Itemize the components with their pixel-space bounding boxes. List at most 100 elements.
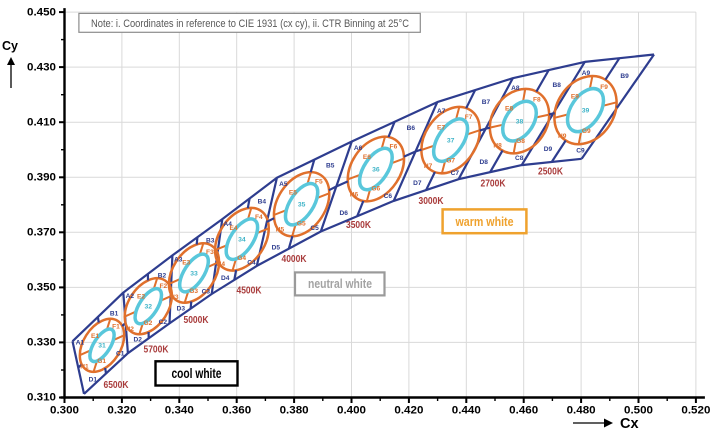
- svg-text:0.360: 0.360: [222, 404, 251, 416]
- svg-text:B9: B9: [620, 73, 629, 80]
- svg-text:4500K: 4500K: [237, 286, 263, 297]
- svg-text:A8: A8: [511, 85, 520, 92]
- svg-text:0.480: 0.480: [567, 404, 596, 416]
- svg-text:A5: A5: [279, 181, 288, 188]
- svg-text:E4: E4: [229, 225, 237, 232]
- svg-text:warm white: warm white: [455, 214, 514, 229]
- svg-text:E9: E9: [571, 94, 579, 101]
- svg-text:H7: H7: [424, 163, 433, 170]
- svg-text:E3: E3: [182, 260, 190, 267]
- svg-text:F2: F2: [159, 283, 167, 290]
- svg-text:F3: F3: [206, 249, 214, 256]
- svg-text:A9: A9: [582, 70, 591, 77]
- svg-text:B6: B6: [407, 125, 416, 132]
- svg-text:F4: F4: [255, 214, 263, 221]
- svg-text:H8: H8: [493, 142, 502, 149]
- svg-text:E8: E8: [505, 105, 513, 112]
- svg-text:H2: H2: [125, 326, 134, 333]
- svg-text:F5: F5: [315, 179, 323, 186]
- svg-text:C7: C7: [451, 170, 460, 177]
- svg-text:C8: C8: [515, 155, 524, 162]
- svg-text:E7: E7: [437, 125, 445, 132]
- svg-text:0.340: 0.340: [165, 404, 194, 416]
- svg-text:32: 32: [145, 304, 153, 311]
- svg-text:0.450: 0.450: [27, 6, 56, 18]
- svg-text:H5: H5: [276, 227, 285, 234]
- svg-text:36: 36: [372, 166, 380, 173]
- svg-text:34: 34: [238, 237, 246, 244]
- svg-text:F9: F9: [600, 84, 608, 91]
- svg-text:0.460: 0.460: [509, 404, 538, 416]
- svg-text:C1: C1: [116, 351, 125, 358]
- svg-text:C9: C9: [576, 147, 585, 154]
- svg-text:D4: D4: [221, 275, 230, 282]
- svg-text:Cx: Cx: [620, 416, 639, 432]
- svg-text:B3: B3: [206, 237, 215, 244]
- svg-text:0.390: 0.390: [27, 172, 56, 184]
- svg-text:G7: G7: [446, 157, 455, 164]
- svg-text:D6: D6: [339, 210, 348, 217]
- svg-text:35: 35: [298, 202, 306, 209]
- svg-text:H3: H3: [170, 294, 179, 301]
- svg-text:C4: C4: [247, 259, 256, 266]
- svg-text:0.350: 0.350: [27, 282, 56, 294]
- svg-text:0.310: 0.310: [27, 392, 56, 404]
- svg-text:B2: B2: [158, 273, 167, 280]
- svg-text:Cy: Cy: [2, 39, 18, 53]
- svg-text:0.330: 0.330: [27, 337, 56, 349]
- svg-text:B1: B1: [110, 310, 119, 317]
- svg-text:D2: D2: [133, 336, 142, 343]
- svg-text:G8: G8: [516, 138, 525, 145]
- svg-text:G1: G1: [97, 358, 106, 365]
- svg-text:A1: A1: [76, 340, 85, 347]
- svg-text:B5: B5: [326, 163, 335, 170]
- svg-text:4000K: 4000K: [282, 254, 308, 265]
- svg-text:D3: D3: [177, 306, 186, 313]
- svg-text:C3: C3: [202, 289, 211, 296]
- svg-text:A7: A7: [437, 108, 446, 115]
- svg-text:0.410: 0.410: [27, 116, 56, 128]
- svg-text:0.420: 0.420: [394, 404, 423, 416]
- svg-text:G2: G2: [144, 320, 153, 327]
- svg-text:0.380: 0.380: [280, 404, 309, 416]
- svg-text:33: 33: [190, 270, 198, 277]
- svg-text:cool white: cool white: [172, 366, 222, 381]
- svg-text:B4: B4: [258, 199, 267, 206]
- svg-text:F6: F6: [390, 143, 398, 150]
- svg-text:G4: G4: [237, 255, 246, 262]
- svg-text:F8: F8: [533, 96, 541, 103]
- svg-text:0.440: 0.440: [452, 404, 481, 416]
- svg-text:0.430: 0.430: [27, 61, 56, 73]
- svg-text:B8: B8: [552, 82, 561, 89]
- svg-text:Note: i. Coordinates in refere: Note: i. Coordinates in reference to CIE…: [91, 18, 409, 30]
- svg-text:E6: E6: [363, 154, 371, 161]
- svg-text:0.400: 0.400: [337, 404, 366, 416]
- svg-text:F1: F1: [112, 323, 120, 330]
- svg-text:39: 39: [582, 108, 590, 115]
- svg-text:38: 38: [516, 119, 524, 126]
- svg-text:E5: E5: [289, 190, 297, 197]
- svg-text:0.300: 0.300: [50, 404, 79, 416]
- svg-text:D8: D8: [479, 159, 488, 166]
- svg-text:A2: A2: [126, 293, 135, 300]
- svg-text:B7: B7: [482, 99, 491, 106]
- svg-text:6500K: 6500K: [104, 380, 130, 391]
- svg-text:0.520: 0.520: [681, 404, 710, 416]
- svg-text:G9: G9: [582, 128, 591, 135]
- svg-text:H9: H9: [558, 133, 567, 140]
- svg-text:H6: H6: [350, 191, 359, 198]
- svg-text:H1: H1: [80, 364, 89, 371]
- svg-text:0.320: 0.320: [107, 404, 136, 416]
- svg-text:3500K: 3500K: [346, 220, 372, 231]
- svg-text:C5: C5: [310, 225, 319, 232]
- svg-text:G3: G3: [189, 288, 198, 295]
- svg-text:31: 31: [98, 343, 106, 350]
- svg-text:C2: C2: [159, 319, 168, 326]
- svg-text:C6: C6: [384, 193, 393, 200]
- svg-text:F7: F7: [465, 114, 473, 121]
- svg-text:A6: A6: [354, 145, 363, 152]
- svg-text:2500K: 2500K: [538, 166, 564, 177]
- svg-text:0.370: 0.370: [27, 227, 56, 239]
- svg-text:37: 37: [447, 138, 455, 145]
- svg-text:5700K: 5700K: [144, 345, 170, 356]
